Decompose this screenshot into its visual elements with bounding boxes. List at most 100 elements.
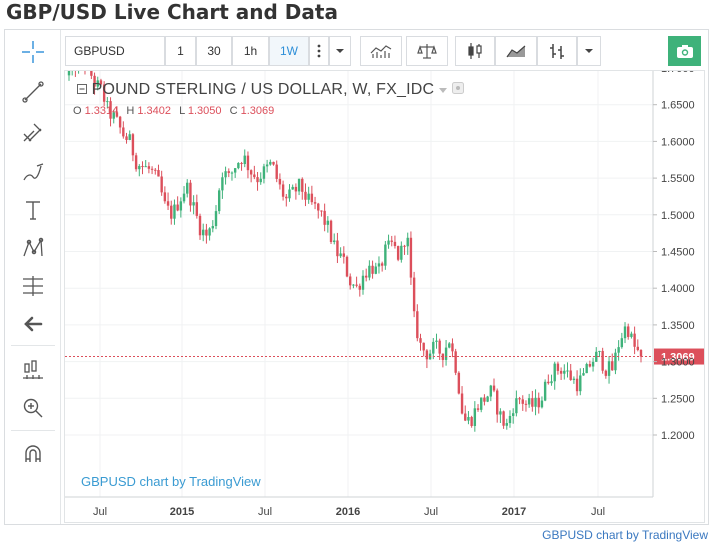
candle-body <box>154 169 157 171</box>
candle-body <box>591 361 595 367</box>
candle-body <box>176 204 179 211</box>
candle-body <box>380 263 384 266</box>
x-tick-label: 2017 <box>502 506 526 518</box>
footer-credit-link[interactable]: GBPUSD chart by TradingView <box>542 528 708 542</box>
compare-icon[interactable] <box>406 36 448 66</box>
candle-body <box>195 202 199 216</box>
sidebar-divider <box>11 345 55 346</box>
legend-chevron-icon[interactable] <box>438 81 447 98</box>
candle-body <box>333 240 336 243</box>
tradingview-watermark[interactable]: GBPUSD chart by TradingView <box>81 474 261 489</box>
candle-body <box>496 390 499 415</box>
more-intervals-icon[interactable] <box>309 36 329 66</box>
symbol-input[interactable]: GBPUSD <box>65 36 165 66</box>
ohlc-label: C <box>229 105 238 117</box>
candle-body <box>617 347 620 353</box>
candle-body <box>387 240 390 245</box>
ohlc-readout: O 1.3314 H 1.3402 L 1.3050 C 1.3069 <box>73 105 279 117</box>
candle-body <box>601 350 604 371</box>
price-chart[interactable]: 1.3069 1.2000 1.2500 1.3000 1.3500 1.4000 1.4… <box>64 70 705 523</box>
candle-body <box>454 351 457 373</box>
interval-1[interactable]: 1 <box>165 36 196 66</box>
y-tick-label: 1.5000 <box>661 210 695 222</box>
candle-body <box>166 201 170 206</box>
y-tick-label: 1.2500 <box>661 393 695 405</box>
candle-body <box>288 189 291 199</box>
brush-icon[interactable] <box>19 158 47 186</box>
candle-body <box>409 237 413 278</box>
candle-body <box>326 220 330 225</box>
candle-body <box>208 228 211 236</box>
candle-body <box>313 202 317 204</box>
candle-body <box>131 134 135 156</box>
pattern-icon[interactable] <box>19 234 47 262</box>
arrow-left-icon[interactable] <box>19 310 47 338</box>
candle-body <box>559 370 563 374</box>
chevron-down-icon[interactable] <box>577 36 601 66</box>
candle-body <box>265 164 269 167</box>
candle-body <box>285 196 288 199</box>
candle-body <box>122 127 125 137</box>
indicators-icon[interactable] <box>360 36 402 66</box>
chevron-down-icon[interactable] <box>329 36 351 66</box>
candle-body <box>556 363 560 371</box>
candle-body <box>575 378 579 392</box>
interval-1h[interactable]: 1h <box>232 36 269 66</box>
candle-body <box>588 364 592 367</box>
measure-icon[interactable] <box>19 356 47 384</box>
x-tick-label: 2016 <box>336 506 360 518</box>
candle-body <box>115 112 119 117</box>
interval-30[interactable]: 30 <box>196 36 232 66</box>
crosshair-icon[interactable] <box>19 38 47 66</box>
candles-icon[interactable] <box>455 36 495 66</box>
candle-body <box>342 253 346 257</box>
legend-settings-icon[interactable] <box>451 81 464 98</box>
candle-body <box>527 398 531 405</box>
ohlc-label: L <box>179 105 185 117</box>
candle-body <box>531 398 534 407</box>
candle-body <box>221 177 224 191</box>
last-price-tag <box>654 348 704 365</box>
bars-icon[interactable] <box>537 36 577 66</box>
candle-body <box>304 191 307 200</box>
candle-body <box>582 373 585 376</box>
text-tool-icon[interactable] <box>19 196 47 224</box>
pitchfork-icon[interactable] <box>19 118 47 146</box>
candle-body <box>639 350 643 357</box>
magnet-icon[interactable] <box>19 440 47 468</box>
zoom-icon[interactable] <box>19 394 47 422</box>
y-tick-label: 1.3500 <box>661 320 695 332</box>
collapse-icon[interactable] <box>77 81 87 98</box>
candle-body <box>163 192 167 202</box>
candle-body <box>457 372 461 394</box>
ohlc-value: 1.3314 <box>84 105 119 117</box>
candle-body <box>364 275 368 278</box>
chart-canvas: 1.3069 1.2000 1.2500 1.3000 1.3500 1.4000 1.4… <box>65 71 704 518</box>
interval-1w[interactable]: 1W <box>269 36 309 66</box>
candle-body <box>480 397 483 410</box>
candle-body <box>572 378 576 380</box>
page-title: GBP/USD Live Chart and Data <box>6 0 338 24</box>
candle-body <box>633 333 636 347</box>
candle-body <box>623 326 627 339</box>
candle-body <box>627 326 630 337</box>
candle-body <box>249 170 253 175</box>
candle-body <box>294 186 298 192</box>
legend-symbol-name: POUND STERLING / US DOLLAR, W, FX_IDC <box>91 81 435 98</box>
camera-icon[interactable] <box>668 36 701 66</box>
candle-body <box>483 397 486 402</box>
candle-body <box>384 244 387 266</box>
candle-body <box>297 178 301 192</box>
area-chart-icon[interactable] <box>495 36 537 66</box>
fib-retracement-icon[interactable] <box>19 272 47 300</box>
candle-body <box>419 338 422 343</box>
candle-body <box>118 116 122 128</box>
trend-line-icon[interactable] <box>19 78 47 106</box>
candle-body <box>598 350 601 352</box>
candle-body <box>604 370 608 376</box>
candle-body <box>390 240 393 242</box>
candle-body <box>630 333 633 337</box>
candle-body <box>281 184 285 197</box>
candle-body <box>636 346 640 351</box>
ohlc-label: H <box>126 105 135 117</box>
